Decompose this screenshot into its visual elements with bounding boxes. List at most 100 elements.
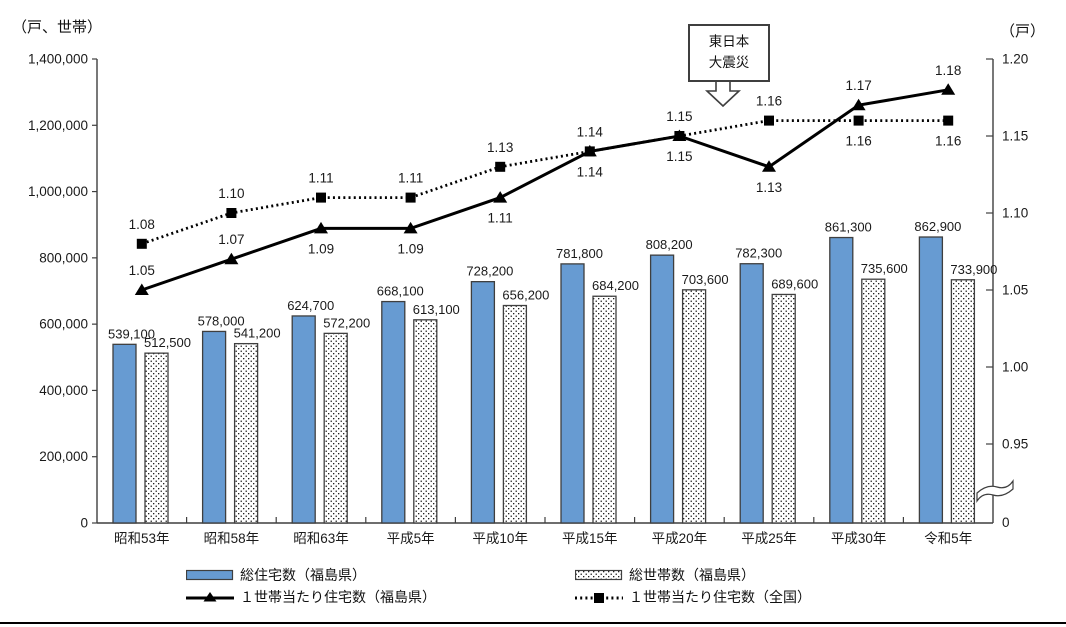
svg-text:1.10: 1.10 xyxy=(1002,206,1028,221)
annotation-line2: 大震災 xyxy=(708,55,750,70)
svg-text:1.11: 1.11 xyxy=(308,171,333,186)
svg-text:1.10: 1.10 xyxy=(218,186,244,201)
bar-total-houses xyxy=(291,315,316,524)
legend-swatch-solid-bar-icon xyxy=(186,568,234,582)
bar-total-households xyxy=(771,293,796,524)
bar-total-households xyxy=(592,295,617,524)
svg-text:800,000: 800,000 xyxy=(39,250,88,265)
svg-text:689,600: 689,600 xyxy=(771,276,818,291)
triangle-marker xyxy=(582,144,597,157)
bar-total-houses xyxy=(201,330,227,524)
svg-text:572,200: 572,200 xyxy=(323,315,370,330)
svg-text:1.09: 1.09 xyxy=(397,241,423,256)
svg-text:1.14: 1.14 xyxy=(577,124,604,139)
bar-total-houses xyxy=(112,343,137,524)
bar-total-households xyxy=(413,319,438,524)
bar-total-households xyxy=(144,352,169,524)
page-bottom-rule xyxy=(0,622,1066,624)
svg-text:782,300: 782,300 xyxy=(735,246,782,261)
svg-text:1.15: 1.15 xyxy=(666,149,692,164)
svg-text:0.95: 0.95 xyxy=(1002,437,1028,452)
triangle-marker xyxy=(134,283,149,295)
svg-text:平成30年: 平成30年 xyxy=(831,531,887,546)
square-marker xyxy=(943,115,954,126)
svg-text:613,100: 613,100 xyxy=(413,302,460,317)
line-rate-national: 1.08 1.10 1.11 1.11 1.13 1.14 1.15 1.16 1.16 1.16 xyxy=(129,94,961,249)
svg-text:0: 0 xyxy=(1002,515,1010,530)
x-axis: 昭和53年 昭和58年 昭和63年 平成5年 平成10年 平成15年 平成20年 平成25年 平… xyxy=(114,517,972,546)
svg-text:1,200,000: 1,200,000 xyxy=(28,118,88,133)
svg-text:1.15: 1.15 xyxy=(1002,129,1028,144)
bar-total-households xyxy=(502,304,528,524)
svg-text:1.16: 1.16 xyxy=(845,134,871,149)
triangle-marker xyxy=(941,83,956,95)
legend-label: １世帯当たり住宅数（全国） xyxy=(629,589,811,605)
left-axis-ticks: 0 200,000 400,000 600,000 800,000 1,000,000 1,… xyxy=(28,52,97,531)
svg-text:624,700: 624,700 xyxy=(287,298,334,313)
svg-text:512,500: 512,500 xyxy=(144,335,191,350)
svg-text:平成25年: 平成25年 xyxy=(741,531,797,546)
bar-total-houses xyxy=(649,254,675,524)
svg-text:1.17: 1.17 xyxy=(845,78,871,93)
svg-text:600,000: 600,000 xyxy=(39,317,88,332)
svg-text:1.05: 1.05 xyxy=(1002,283,1028,298)
svg-text:400,000: 400,000 xyxy=(39,383,88,398)
svg-text:703,600: 703,600 xyxy=(682,272,729,287)
svg-text:1.14: 1.14 xyxy=(577,164,604,179)
legend-item-rate-fukushima: １世帯当たり住宅数（福島県） xyxy=(186,587,436,607)
svg-text:1.07: 1.07 xyxy=(218,232,244,247)
svg-text:862,900: 862,900 xyxy=(914,219,961,234)
svg-text:1,000,000: 1,000,000 xyxy=(28,184,88,199)
svg-text:656,200: 656,200 xyxy=(502,288,549,303)
bar-total-houses xyxy=(560,263,585,524)
svg-text:1.11: 1.11 xyxy=(488,211,513,226)
earthquake-annotation-box: 東日本 大震災 xyxy=(688,24,770,82)
triangle-marker xyxy=(672,129,687,141)
svg-text:1.09: 1.09 xyxy=(308,241,334,256)
svg-text:平成20年: 平成20年 xyxy=(652,531,708,546)
svg-text:684,200: 684,200 xyxy=(592,278,639,293)
triangle-marker xyxy=(403,221,418,234)
svg-text:735,600: 735,600 xyxy=(861,261,908,276)
right-axis-unit-label: （戸） xyxy=(1000,23,1046,40)
left-axis-unit-label: （戸、世帯） xyxy=(12,19,103,36)
svg-text:1.16: 1.16 xyxy=(756,94,782,109)
legend-swatch-dotted-bar-icon xyxy=(575,568,623,582)
svg-text:昭和63年: 昭和63年 xyxy=(293,531,349,546)
triangle-marker xyxy=(224,252,239,265)
line-rate-fukushima: 1.05 1.07 1.09 1.09 1.11 1.14 1.15 1.13 1.17 1.18 xyxy=(129,63,961,295)
svg-text:1,400,000: 1,400,000 xyxy=(28,52,88,67)
bar-total-households xyxy=(950,279,976,524)
right-axis-ticks: 0.95 1.00 1.05 1.10 1.15 1.20 0 xyxy=(986,52,1028,530)
bar-total-households xyxy=(681,289,707,524)
svg-text:平成15年: 平成15年 xyxy=(562,531,618,546)
bar-total-households xyxy=(233,342,259,524)
svg-text:1.20: 1.20 xyxy=(1002,52,1028,67)
svg-text:541,200: 541,200 xyxy=(234,326,281,341)
svg-text:861,300: 861,300 xyxy=(825,220,872,235)
legend-item-total-houses: 総住宅数（福島県） xyxy=(186,565,366,585)
svg-text:200,000: 200,000 xyxy=(39,449,88,464)
svg-text:1.00: 1.00 xyxy=(1002,360,1028,375)
bar-total-households xyxy=(323,332,348,524)
svg-text:781,800: 781,800 xyxy=(556,246,603,261)
svg-text:1.05: 1.05 xyxy=(129,263,155,278)
bar-value-labels: 539,100 578,000 624,700 668,100 728,200 781,8… xyxy=(108,219,997,350)
svg-text:539,100: 539,100 xyxy=(108,326,155,341)
bar-total-houses xyxy=(918,236,944,524)
bars-total-households xyxy=(144,278,976,524)
svg-text:1.13: 1.13 xyxy=(756,180,782,195)
square-marker xyxy=(316,192,326,203)
svg-text:1.18: 1.18 xyxy=(935,63,961,78)
svg-text:728,200: 728,200 xyxy=(466,264,513,279)
svg-text:668,100: 668,100 xyxy=(377,284,424,299)
svg-text:昭和53年: 昭和53年 xyxy=(114,531,170,546)
triangle-marker xyxy=(493,191,508,203)
triangle-marker xyxy=(314,221,328,234)
square-marker xyxy=(853,115,864,126)
bar-total-houses xyxy=(381,300,406,524)
legend-item-rate-national: １世帯当たり住宅数（全国） xyxy=(575,587,811,607)
triangle-marker xyxy=(851,98,866,111)
svg-text:平成10年: 平成10年 xyxy=(472,531,528,546)
